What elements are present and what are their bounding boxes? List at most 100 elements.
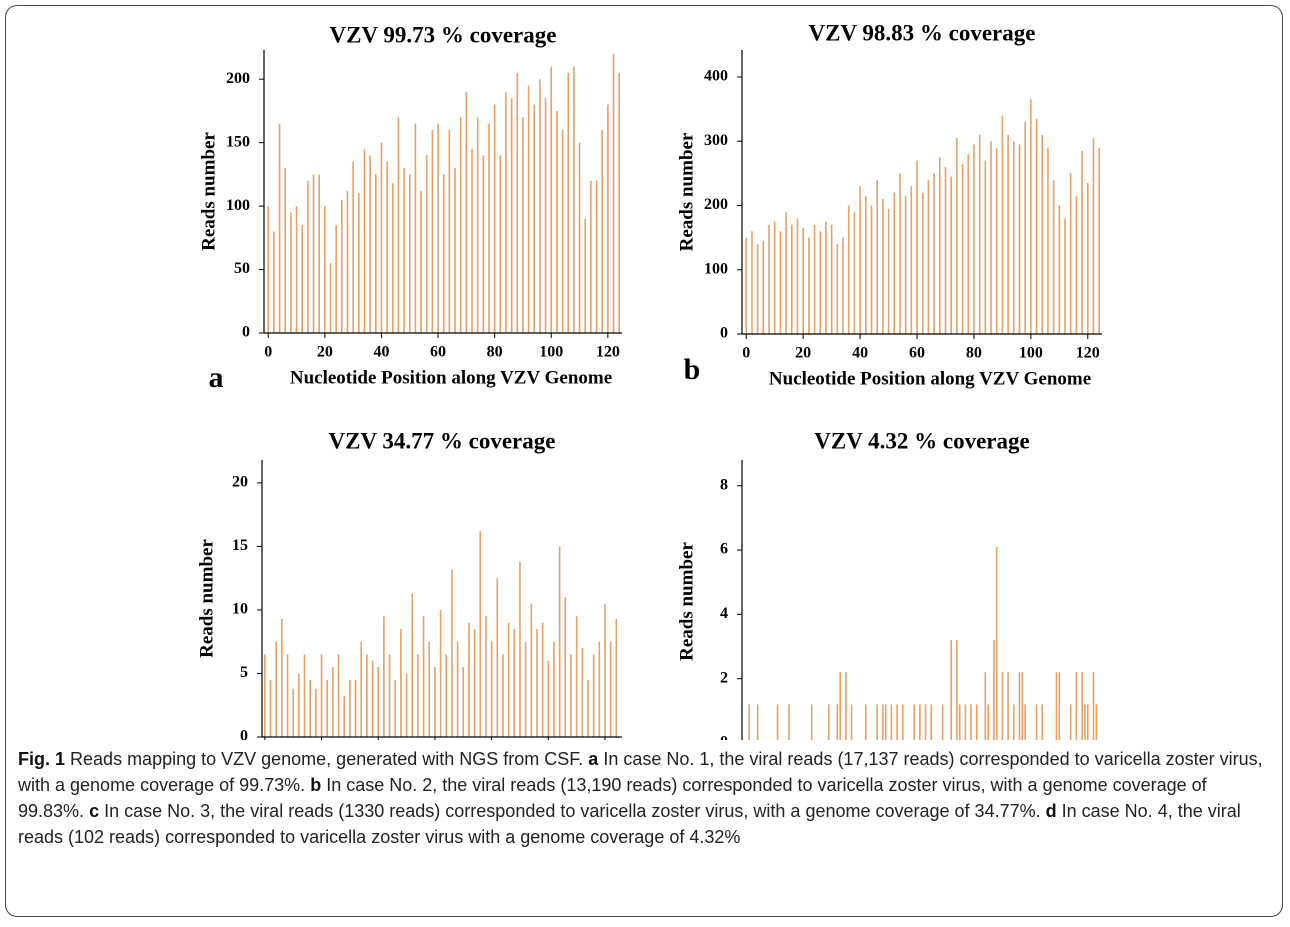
y-tick-label: 6 [720, 541, 728, 558]
bar [995, 546, 998, 740]
bar [1075, 195, 1078, 334]
bar [264, 654, 266, 737]
bar [290, 212, 292, 333]
bar [558, 546, 561, 737]
bar [978, 134, 981, 334]
bar [1018, 672, 1021, 740]
x-tick-label: 20 [317, 344, 333, 361]
figure: VZV 99.73 % coverage Reads number Nucleoti… [196, 20, 1102, 740]
bar [1052, 179, 1055, 334]
bar [417, 654, 419, 737]
x-tick-label: 0 [264, 344, 272, 361]
bar [944, 166, 947, 334]
bar [899, 173, 901, 334]
bar [408, 174, 411, 333]
bar [1001, 672, 1004, 740]
y-tick-label: 0 [720, 325, 728, 342]
bar [975, 704, 978, 740]
bar [1012, 704, 1015, 740]
bar [544, 98, 547, 333]
bar [819, 231, 822, 334]
bar [1001, 115, 1004, 335]
bar [403, 168, 405, 333]
bar [341, 199, 343, 333]
bar [462, 667, 465, 737]
bar [910, 186, 913, 334]
bar [482, 155, 485, 333]
bar [893, 192, 896, 334]
caption-item-letter: a [588, 749, 599, 769]
bar [1007, 672, 1009, 740]
bar [530, 603, 533, 737]
x-tick-label: 0 [742, 345, 750, 362]
bar [592, 654, 595, 737]
bar [751, 231, 753, 334]
bar [1021, 672, 1024, 740]
bar [1084, 704, 1086, 740]
bar [961, 163, 964, 334]
bar [394, 679, 397, 737]
bar [1018, 144, 1021, 334]
bar [374, 174, 377, 333]
y-axis-title: Reads number [198, 132, 219, 251]
bar [964, 704, 967, 740]
bar [553, 641, 555, 737]
bar [776, 704, 779, 740]
bar [448, 129, 451, 333]
bar [847, 205, 850, 334]
bar [993, 640, 995, 740]
bar [278, 123, 281, 334]
bar [788, 704, 790, 740]
bar [346, 190, 349, 333]
bar [836, 244, 839, 334]
bar [1007, 134, 1009, 334]
bar [318, 174, 320, 333]
caption-item-text: In case No. 1, the viral reads (17,137 r… [18, 749, 1263, 795]
x-tick-label: 40 [373, 344, 389, 361]
x-tick-label: 80 [966, 345, 982, 362]
bar [859, 186, 861, 334]
bar [913, 704, 915, 740]
bar [527, 85, 530, 333]
bar [420, 190, 422, 333]
y-tick-label: 400 [704, 68, 728, 85]
bar [768, 224, 770, 334]
figure-label: Fig. 1 [18, 749, 66, 769]
panel: VZV 98.83 % coverage Reads number Nucleoti… [676, 20, 1102, 389]
bar [524, 641, 527, 737]
bar [938, 157, 941, 334]
bar [1024, 704, 1026, 740]
bar [916, 160, 918, 334]
y-axis-title: Reads number [676, 132, 697, 251]
bar [882, 199, 884, 334]
bar [791, 224, 793, 334]
bar [561, 129, 564, 333]
bar [315, 688, 317, 737]
bar [587, 679, 589, 737]
x-tick-label: 40 [852, 345, 868, 362]
chart-title: VZV 34.77 % coverage [329, 428, 556, 453]
caption-item-letter: c [89, 801, 100, 821]
bar [541, 622, 544, 737]
bar [1095, 704, 1098, 740]
bar [924, 704, 927, 740]
bar [343, 696, 346, 737]
bar [609, 641, 612, 737]
bar [1075, 672, 1078, 740]
caption: Fig. 1 Reads mapping to VZV genome, gene… [18, 746, 1273, 850]
bar [513, 628, 516, 737]
bar [326, 679, 328, 737]
bar [284, 168, 287, 333]
x-axis-title: Nucleotide Position along VZV Genome [769, 368, 1091, 389]
bar [388, 654, 391, 737]
bar [1035, 118, 1038, 334]
caption-intro: Reads mapping to VZV genome, generated w… [70, 749, 584, 769]
bar [950, 176, 952, 334]
bar [442, 174, 445, 333]
bar [607, 104, 609, 333]
bar [301, 225, 304, 333]
bar [950, 640, 952, 740]
y-axis-title: Reads number [196, 539, 217, 658]
bar [884, 704, 887, 740]
bar [1086, 704, 1089, 740]
